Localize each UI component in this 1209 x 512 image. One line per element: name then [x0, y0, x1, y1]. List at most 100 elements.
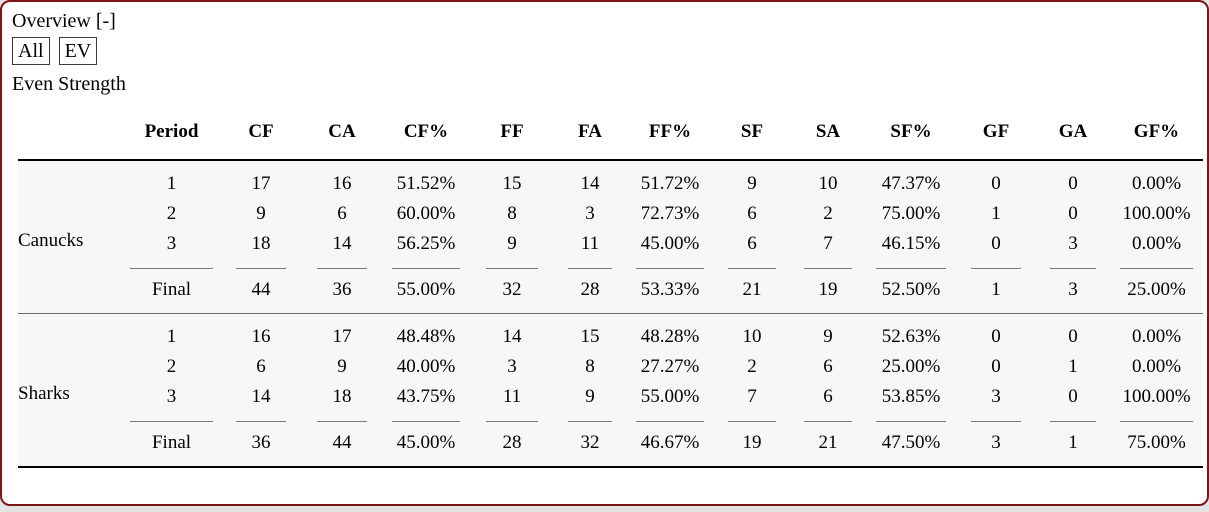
column-header-ca: CA	[302, 109, 382, 161]
column-header-gfpct: GF%	[1110, 109, 1203, 161]
stat-cell: 14	[580, 173, 600, 194]
stat-cell: 16	[251, 326, 271, 347]
separator-line	[635, 268, 705, 269]
stat-cell: 9	[256, 203, 266, 224]
stat-cell: 25.00%	[881, 356, 941, 377]
stat-cell: 51.72%	[640, 173, 700, 194]
stat-cell: 1	[991, 279, 1001, 300]
stat-cell: 3	[585, 203, 595, 224]
column-header-ffpct: FF%	[626, 109, 714, 161]
stat-cell: 9	[337, 356, 347, 377]
stat-cell: 1	[991, 203, 1001, 224]
separator-line	[635, 421, 705, 422]
stat-cell: 0.00%	[1131, 173, 1182, 194]
filter-ev-button[interactable]: EV	[58, 37, 98, 65]
stat-cell: 28	[502, 432, 522, 453]
separator-line	[567, 421, 613, 422]
stat-cell: 3	[1068, 279, 1078, 300]
stat-cell: 10	[818, 173, 838, 194]
team-name: Sharks	[18, 383, 70, 404]
column-header-fa: FA	[554, 109, 626, 161]
period-row: 3 18 14 56.25% 9 11 45.00% 6 7 46.15% 0 3 0.00%	[18, 229, 1203, 259]
period-row: 2 6 9 40.00% 3 8 27.27% 2 6 25.00% 0 1 0.00%	[18, 352, 1203, 382]
separator-line	[971, 268, 1021, 269]
separator-cell	[382, 412, 470, 428]
separator-line	[1050, 268, 1096, 269]
separator-line	[130, 268, 213, 269]
stat-cell: 15	[502, 173, 522, 194]
stat-cell: 16	[332, 173, 352, 194]
separator-line	[1120, 268, 1193, 269]
separator-cell	[1110, 259, 1203, 275]
stat-cell: 100.00%	[1122, 386, 1191, 407]
separator-line	[971, 421, 1021, 422]
stat-cell: 46.67%	[640, 432, 700, 453]
separator-cell	[790, 412, 866, 428]
stat-cell: 0	[991, 173, 1001, 194]
team-name: Canucks	[18, 230, 84, 251]
separator-line	[567, 268, 613, 269]
panel-title: Overview [-]	[12, 8, 1201, 34]
separator-line	[804, 421, 852, 422]
separator-line	[391, 268, 461, 269]
stat-cell: 21	[818, 432, 838, 453]
stat-cell: 7	[747, 386, 757, 407]
stat-cell: 0	[991, 326, 1001, 347]
filter-all-button[interactable]: All	[12, 37, 50, 65]
stat-cell: 6	[823, 356, 833, 377]
stat-cell: 60.00%	[396, 203, 456, 224]
stat-cell: 19	[818, 279, 838, 300]
stat-cell: 18	[332, 386, 352, 407]
stat-cell: 25.00%	[1127, 279, 1186, 300]
stat-cell: 0.00%	[1131, 326, 1182, 347]
stat-cell: 14	[332, 233, 352, 254]
period-row: Sharks 1 16 17 48.48% 14 15 48.28% 10 9 52.63% 0 0 0.…	[18, 314, 1203, 404]
separator-cell	[714, 259, 790, 275]
collapse-toggle[interactable]: [-]	[95, 10, 116, 32]
stat-cell: 0	[1068, 173, 1078, 194]
stat-cell: 6	[337, 203, 347, 224]
stat-cell: 19	[742, 432, 762, 453]
separator-line	[728, 268, 776, 269]
stat-cell: 0	[1068, 203, 1078, 224]
separator-cell	[554, 259, 626, 275]
column-header-sfpct: SF%	[866, 109, 956, 161]
separator-cell	[220, 259, 302, 275]
stat-cell: 9	[585, 386, 595, 407]
stat-cell: 43.75%	[396, 386, 456, 407]
stat-cell: 2	[747, 356, 757, 377]
stat-cell: 21	[742, 279, 762, 300]
stat-cell: 6	[747, 233, 757, 254]
separator-cell	[123, 412, 220, 428]
stat-cell: 52.63%	[881, 326, 941, 347]
stat-cell: 8	[585, 356, 595, 377]
final-label-cell: Final	[151, 279, 192, 300]
separator-cell	[123, 259, 220, 275]
stat-cell: 52.50%	[881, 279, 941, 300]
separator-row	[18, 259, 1203, 275]
period-row: 2 9 6 60.00% 8 3 72.73% 6 2 75.00% 1 0 100.00%	[18, 199, 1203, 229]
filter-button-row: All EV	[12, 37, 1201, 69]
stat-cell: 7	[823, 233, 833, 254]
separator-cell	[626, 259, 714, 275]
stat-cell: 0	[1068, 386, 1078, 407]
separator-line	[875, 421, 947, 422]
stat-cell: 18	[251, 233, 271, 254]
team-column-header	[18, 109, 123, 161]
separator-line	[875, 268, 947, 269]
period-cell: 3	[166, 233, 177, 254]
stat-cell: 1	[1068, 432, 1078, 453]
stat-cell: 48.48%	[396, 326, 456, 347]
separator-line	[728, 421, 776, 422]
stat-cell: 56.25%	[396, 233, 456, 254]
column-header-ff: FF	[470, 109, 554, 161]
stat-cell: 53.85%	[881, 386, 941, 407]
column-header-cfpct: CF%	[382, 109, 470, 161]
separator-line	[130, 421, 213, 422]
overview-label: Overview	[12, 10, 91, 32]
separator-cell	[382, 259, 470, 275]
separator-cell	[714, 412, 790, 428]
stat-cell: 40.00%	[396, 356, 456, 377]
separator-line	[485, 268, 539, 269]
period-cell: 3	[166, 386, 177, 407]
